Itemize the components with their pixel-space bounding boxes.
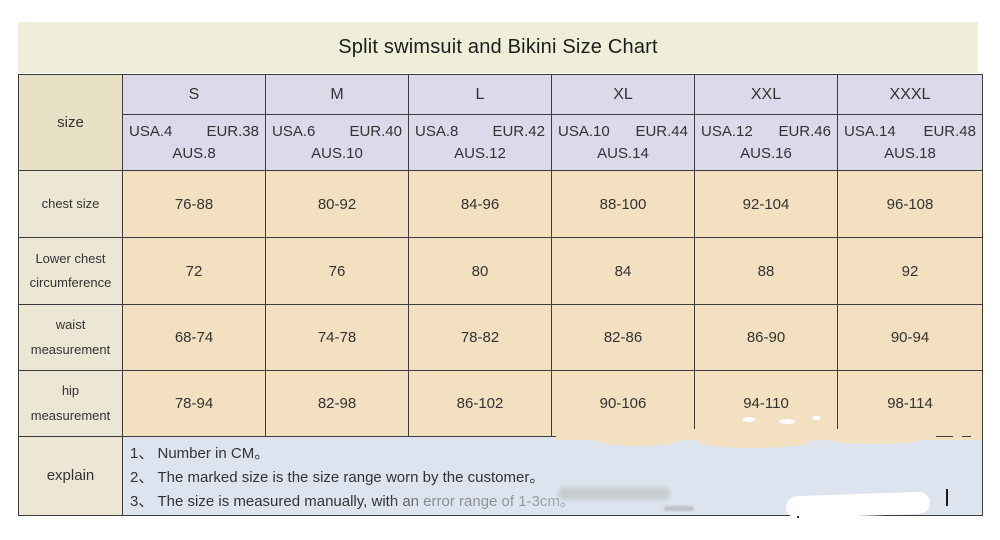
note-line-1: 1、 Number in CM。: [130, 445, 270, 462]
stray-mark: [946, 489, 948, 506]
watermark-ghost: [558, 487, 670, 500]
data-cell: 94-110: [695, 371, 838, 437]
data-cell: 96-108: [838, 171, 982, 238]
white-speckle: [812, 416, 821, 420]
data-cell: 72: [123, 238, 266, 305]
intl-sizes-xl: USA.10 EUR.44 AUS.14: [552, 115, 695, 171]
watermark-erase-patch: [556, 429, 982, 440]
note-line-3: 3、 The size is measured manually, with a…: [130, 493, 575, 510]
border-remnant: [962, 436, 971, 437]
aus-size: AUS.10: [311, 145, 363, 163]
data-cell: 84-96: [409, 171, 552, 238]
intl-sizes-m: USA.6 EUR.40 AUS.10: [266, 115, 409, 171]
data-cell: 78-82: [409, 305, 552, 371]
eur-size: EUR.48: [923, 122, 976, 140]
size-chart-table: size S M L XL XXL XXXL USA.4 EUR.38 AUS.…: [18, 74, 983, 516]
data-cell: 86-102: [409, 371, 552, 437]
usa-size: USA.6: [272, 122, 316, 140]
eur-size: EUR.46: [778, 122, 831, 140]
eur-size: EUR.38: [206, 122, 259, 140]
aus-size: AUS.14: [597, 145, 649, 163]
data-cell: 82-98: [266, 371, 409, 437]
watermark-erase-patch: [698, 435, 810, 448]
data-cell: 76: [266, 238, 409, 305]
eur-size: EUR.44: [635, 122, 688, 140]
column-letter-xxl: XXL: [695, 75, 838, 115]
watermark-ghost: [664, 506, 694, 511]
intl-sizes-xxl: USA.12 EUR.46 AUS.16: [695, 115, 838, 171]
data-cell: 82-86: [552, 305, 695, 371]
data-cell: 80-92: [266, 171, 409, 238]
data-cell: 68-74: [123, 305, 266, 371]
eur-size: EUR.42: [492, 122, 545, 140]
stray-dot: [797, 516, 799, 518]
column-letter-s: S: [123, 75, 266, 115]
data-cell: 88: [695, 238, 838, 305]
column-letter-xxxl: XXXL: [838, 75, 982, 115]
usa-size: USA.4: [129, 122, 173, 140]
data-cell: 92: [838, 238, 982, 305]
row-label-chest: chest size: [19, 171, 123, 238]
intl-sizes-l: USA.8 EUR.42 AUS.12: [409, 115, 552, 171]
usa-size: USA.14: [844, 122, 896, 140]
white-speckle: [779, 419, 795, 424]
aus-size: AUS.18: [884, 145, 936, 163]
data-cell: 98-114: [838, 371, 982, 437]
explain-label: explain: [19, 437, 123, 515]
border-remnant: [936, 436, 953, 437]
data-cell: 74-78: [266, 305, 409, 371]
watermark-erase-patch: [826, 433, 922, 444]
data-cell: 92-104: [695, 171, 838, 238]
page-title: Split swimsuit and Bikini Size Chart: [338, 36, 658, 58]
usa-size: USA.10: [558, 122, 610, 140]
watermark-erase-patch: [596, 433, 680, 446]
row-label-waist: waist measurement: [19, 305, 123, 371]
column-letter-l: L: [409, 75, 552, 115]
eur-size: EUR.40: [349, 122, 402, 140]
intl-sizes-s: USA.4 EUR.38 AUS.8: [123, 115, 266, 171]
data-cell: 76-88: [123, 171, 266, 238]
data-cell: 90-106: [552, 371, 695, 437]
column-letter-xl: XL: [552, 75, 695, 115]
intl-sizes-xxxl: USA.14 EUR.48 AUS.18: [838, 115, 982, 171]
data-cell: 86-90: [695, 305, 838, 371]
column-letter-m: M: [266, 75, 409, 115]
aus-size: AUS.16: [740, 145, 792, 163]
title-strip: Split swimsuit and Bikini Size Chart: [18, 22, 978, 73]
explain-notes: 1、 Number in CM。 2、 The marked size is t…: [123, 437, 982, 515]
row-label-lower-chest: Lower chest circumference: [19, 238, 123, 305]
data-cell: 78-94: [123, 371, 266, 437]
data-cell: 84: [552, 238, 695, 305]
data-cell: 90-94: [838, 305, 982, 371]
aus-size: AUS.8: [172, 145, 216, 163]
row-label-hip: hip measurement: [19, 371, 123, 437]
data-cell: 88-100: [552, 171, 695, 238]
note-line-2: 2、 The marked size is the size range wor…: [130, 469, 545, 486]
aus-size: AUS.12: [454, 145, 506, 163]
size-header-cell: size: [19, 75, 123, 171]
usa-size: USA.12: [701, 122, 753, 140]
white-speckle: [743, 417, 755, 422]
data-cell: 80: [409, 238, 552, 305]
usa-size: USA.8: [415, 122, 459, 140]
